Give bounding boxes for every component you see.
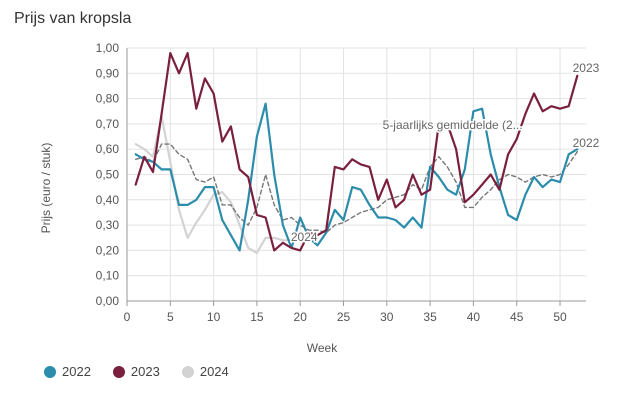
legend-swatch-2022	[44, 365, 56, 378]
y-tick-label: 0,60	[96, 142, 120, 156]
y-tick-label: 1,00	[96, 41, 120, 55]
x-tick-label: 10	[207, 310, 221, 324]
legend-swatch-2024	[181, 365, 194, 378]
legend-item-2023[interactable]: 2023	[112, 364, 160, 379]
x-tick-label: 0	[124, 310, 131, 324]
x-tick-label: 5	[167, 310, 174, 324]
chart-title: Prijs van kropsla	[14, 10, 132, 27]
inline-label-average: 5-jaarlijks gemiddelde (2...	[383, 118, 523, 132]
x-tick-label: 45	[510, 310, 524, 324]
legend-item-2024[interactable]: 2024	[181, 364, 229, 379]
inline-label-2023: 2023	[573, 61, 600, 75]
x-tick-label: 35	[423, 310, 437, 324]
legend-label-2023: 2023	[130, 364, 160, 379]
grid-lines	[126, 47, 586, 302]
legend-label-2024: 2024	[199, 364, 229, 379]
y-tick-label: 0,50	[96, 168, 120, 182]
series-line-2023[interactable]	[134, 51, 579, 252]
y-tick-label: 0,10	[96, 269, 120, 283]
y-axis-label: Prijs (euro / stuk)	[39, 143, 53, 234]
y-tick-label: 0,00	[96, 294, 120, 308]
x-tick-label: 15	[250, 310, 264, 324]
x-tick-label: 30	[380, 310, 394, 324]
x-axis-label: Week	[307, 341, 338, 355]
legend-item-2022[interactable]: 2022	[44, 364, 91, 379]
y-tick-label: 0,40	[96, 193, 120, 207]
series-line-5-jaarlijks-gemiddelde-2-[interactable]	[134, 143, 578, 234]
legend-swatch-2023	[112, 365, 125, 378]
y-tick-label: 0,90	[96, 66, 120, 80]
series-line-2024[interactable]	[134, 115, 302, 254]
legend: 2022 2023 2024	[44, 364, 229, 379]
axes: 0,00 0,10 0,20 0,30 0,40 0,50 0,60 0,70 0,80 0,90…	[96, 41, 586, 324]
series-layer	[134, 51, 579, 254]
y-tick-label: 0,30	[96, 218, 120, 232]
inline-label-2022: 2022	[573, 136, 600, 150]
legend-label-2022: 2022	[62, 364, 91, 379]
y-tick-label: 0,20	[96, 243, 120, 257]
inline-label-2024: 2024	[291, 230, 318, 244]
y-tick-label: 0,80	[96, 92, 120, 106]
x-tick-label: 40	[467, 310, 481, 324]
x-tick-label: 25	[337, 310, 351, 324]
inline-labels: 2023 2022 2024 5-jaarlijks gemiddelde (2...	[289, 59, 601, 245]
x-tick-label: 20	[294, 310, 308, 324]
x-tick-label: 50	[553, 310, 567, 324]
y-tick-label: 0,70	[96, 117, 120, 131]
series-line-2022[interactable]	[134, 102, 579, 252]
